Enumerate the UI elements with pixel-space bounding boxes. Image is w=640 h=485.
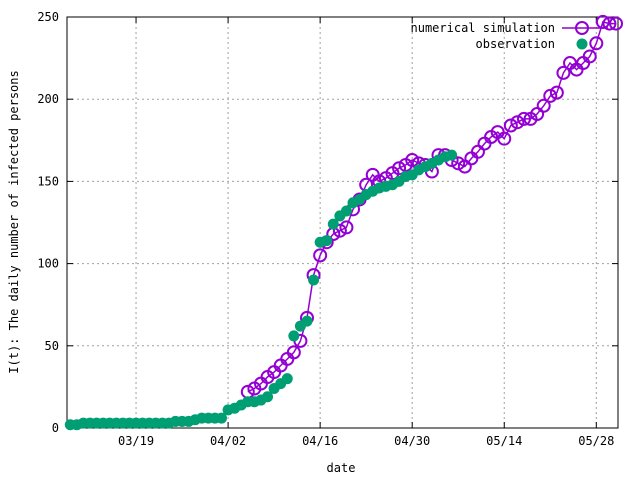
x-tick-labels: 03/19 04/02 04/16 04/30 05/14 05/28 — [118, 434, 614, 448]
simulation-point — [392, 161, 407, 176]
y-tick-labels: 0 50 100 150 200 250 — [37, 10, 59, 435]
simulation-point — [516, 111, 531, 126]
grid — [67, 16, 618, 429]
observation-point — [262, 391, 274, 403]
x-tick-label: 04/16 — [302, 434, 338, 448]
x-tick-label: 05/14 — [486, 434, 522, 448]
simulation-point — [503, 118, 518, 133]
simulation-point — [589, 36, 604, 51]
y-tick-label: 0 — [52, 421, 59, 435]
simulation-point — [405, 153, 420, 168]
x-tick-label: 04/02 — [210, 434, 246, 448]
observation-point — [321, 235, 333, 247]
simulation-point — [582, 49, 597, 64]
simulation-series — [240, 14, 624, 399]
legend-marker-simulation — [575, 21, 589, 35]
observation-point — [327, 218, 339, 230]
simulation-point — [497, 131, 512, 146]
simulation-line — [247, 20, 616, 393]
observation-point — [301, 315, 313, 327]
x-tick-label: 04/30 — [394, 434, 430, 448]
axes — [66, 16, 619, 429]
y-tick-label: 200 — [37, 92, 59, 106]
x-axis-label: date — [327, 461, 356, 475]
simulation-point — [510, 115, 525, 130]
observation-point — [446, 149, 458, 161]
simulation-point — [339, 220, 354, 235]
simulation-point — [536, 98, 551, 113]
legend-label-simulation: numerical simulation — [411, 21, 556, 35]
y-tick-label: 150 — [37, 174, 59, 188]
observation-point — [288, 330, 300, 342]
x-tick-label: 03/19 — [118, 434, 154, 448]
simulation-point — [543, 88, 558, 103]
y-tick-label: 50 — [45, 339, 59, 353]
simulation-point — [286, 345, 301, 360]
y-tick-label: 250 — [37, 10, 59, 24]
plot-frame — [66, 16, 619, 429]
legend: numerical simulation observation — [411, 21, 608, 51]
simulation-point — [451, 156, 466, 171]
simulation-point — [602, 16, 617, 31]
simulation-point — [556, 65, 571, 80]
observation-point — [216, 412, 228, 424]
observation-point — [281, 373, 293, 385]
simulation-point — [332, 223, 347, 238]
observation-series — [64, 149, 458, 431]
x-tick-label: 05/28 — [578, 434, 614, 448]
legend-label-observation: observation — [476, 37, 555, 51]
simulation-point — [313, 248, 328, 263]
y-axis-label: I(t): The daily number of infected perso… — [7, 70, 21, 373]
y-tick-label: 100 — [37, 257, 59, 271]
observation-point — [340, 205, 352, 217]
simulation-point — [609, 16, 624, 31]
observation-point — [308, 274, 320, 286]
legend-marker-observation — [576, 38, 588, 50]
simulation-point — [549, 85, 564, 100]
